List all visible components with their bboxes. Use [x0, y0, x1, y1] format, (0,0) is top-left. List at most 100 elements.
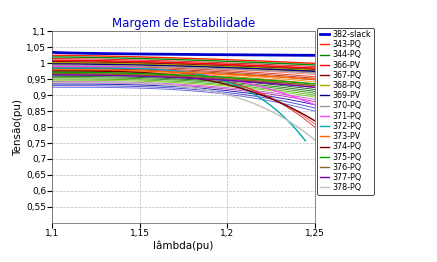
- 343-PQ: [215, 58, 220, 61]
- Line: 371-PQ: 371-PQ: [52, 67, 315, 105]
- 377-PQ: [154, 75, 159, 78]
- 369-PV: [215, 66, 220, 69]
- Line: 370-PQ: 370-PQ: [52, 65, 315, 73]
- 370-PQ: [312, 71, 317, 74]
- 343-PQ: [50, 54, 55, 57]
- 368-PQ: [239, 66, 244, 69]
- 377-PQ: [135, 75, 140, 78]
- 371-PQ: [154, 68, 159, 71]
- 378-PQ: [215, 91, 220, 94]
- 375-PQ: [50, 71, 55, 74]
- 344-PQ: [135, 57, 140, 60]
- 378-PQ: [154, 83, 159, 86]
- Line: 376-PQ: 376-PQ: [52, 74, 315, 86]
- 369-PV: [50, 62, 55, 66]
- 370-PQ: [135, 65, 140, 68]
- 378-PQ: [239, 97, 244, 101]
- 371-PQ: [312, 103, 317, 106]
- Line: 369-PV: 369-PV: [52, 64, 315, 71]
- 372-PQ: [50, 67, 55, 70]
- 368-PQ: [312, 69, 317, 72]
- 382-slack: [50, 51, 55, 54]
- 367-PQ: [239, 65, 244, 68]
- 377-PQ: [50, 73, 55, 76]
- 366-PV: [312, 67, 317, 70]
- Line: 374-PQ: 374-PQ: [52, 71, 315, 121]
- 377-PQ: [215, 78, 220, 81]
- Legend: 382-slack, 343-PQ, 344-PQ, 366-PV, 367-PQ, 368-PQ, 369-PV, 370-PQ, 371-PQ, 372-P: 382-slack, 343-PQ, 344-PQ, 366-PV, 367-P…: [317, 28, 374, 195]
- 369-PV: [240, 67, 246, 70]
- Line: 378-PQ: 378-PQ: [52, 83, 315, 140]
- 373-PV: [81, 68, 87, 72]
- Line: 367-PQ: 367-PQ: [52, 62, 315, 70]
- Line: 372-PQ: 372-PQ: [52, 68, 305, 141]
- Line: 375-PQ: 375-PQ: [52, 72, 315, 84]
- Line: 377-PQ: 377-PQ: [52, 75, 315, 87]
- 377-PQ: [81, 73, 87, 77]
- 343-PQ: [240, 59, 246, 62]
- 366-PV: [154, 60, 159, 63]
- 367-PQ: [154, 62, 159, 65]
- 370-PQ: [240, 68, 246, 71]
- 366-PV: [135, 60, 140, 63]
- 368-PQ: [154, 63, 159, 66]
- 376-PQ: [239, 78, 244, 81]
- 344-PQ: [81, 56, 87, 59]
- 344-PQ: [312, 63, 317, 67]
- 376-PQ: [81, 72, 87, 75]
- Line: 373-PV: 373-PV: [52, 70, 315, 79]
- 372-PQ: [199, 73, 204, 77]
- X-axis label: lâmbda(pu): lâmbda(pu): [153, 241, 214, 251]
- 374-PQ: [50, 69, 55, 73]
- 370-PQ: [215, 67, 220, 70]
- 375-PQ: [240, 77, 246, 80]
- 371-PQ: [215, 75, 220, 79]
- 377-PQ: [312, 86, 317, 89]
- 382-slack: [239, 53, 244, 56]
- 367-PQ: [240, 65, 246, 68]
- 373-PV: [312, 78, 317, 81]
- 372-PQ: [282, 116, 287, 119]
- 373-PV: [240, 74, 246, 77]
- Line: 382-slack: 382-slack: [52, 52, 315, 55]
- 374-PQ: [215, 81, 220, 84]
- 378-PQ: [50, 81, 55, 84]
- 382-slack: [81, 52, 87, 55]
- Line: 344-PQ: 344-PQ: [52, 57, 315, 65]
- 371-PQ: [50, 65, 55, 68]
- 368-PQ: [215, 65, 220, 68]
- 376-PQ: [240, 78, 246, 81]
- 368-PQ: [240, 66, 246, 69]
- 343-PQ: [81, 54, 87, 57]
- 375-PQ: [81, 71, 87, 74]
- 370-PQ: [81, 64, 87, 67]
- 377-PQ: [240, 80, 246, 83]
- 366-PV: [239, 63, 244, 67]
- 368-PQ: [135, 62, 140, 66]
- 373-PV: [50, 68, 55, 71]
- 343-PQ: [154, 56, 159, 59]
- 382-slack: [135, 52, 140, 56]
- 372-PQ: [231, 83, 236, 86]
- 378-PQ: [312, 138, 317, 141]
- 373-PV: [154, 70, 159, 73]
- Line: 366-PV: 366-PV: [52, 60, 315, 68]
- 369-PV: [312, 70, 317, 73]
- 373-PV: [215, 72, 220, 75]
- 372-PQ: [260, 98, 265, 101]
- 367-PQ: [312, 68, 317, 71]
- 344-PQ: [215, 59, 220, 63]
- 378-PQ: [135, 82, 140, 85]
- 372-PQ: [303, 139, 308, 142]
- 367-PQ: [50, 60, 55, 63]
- 370-PQ: [154, 65, 159, 68]
- 374-PQ: [81, 69, 87, 73]
- 344-PQ: [240, 60, 246, 63]
- 375-PQ: [312, 83, 317, 86]
- Line: 368-PQ: 368-PQ: [52, 63, 315, 70]
- 368-PQ: [50, 61, 55, 64]
- 366-PV: [50, 59, 55, 62]
- Line: 343-PQ: 343-PQ: [52, 55, 315, 63]
- 376-PQ: [50, 72, 55, 75]
- 374-PQ: [239, 87, 244, 90]
